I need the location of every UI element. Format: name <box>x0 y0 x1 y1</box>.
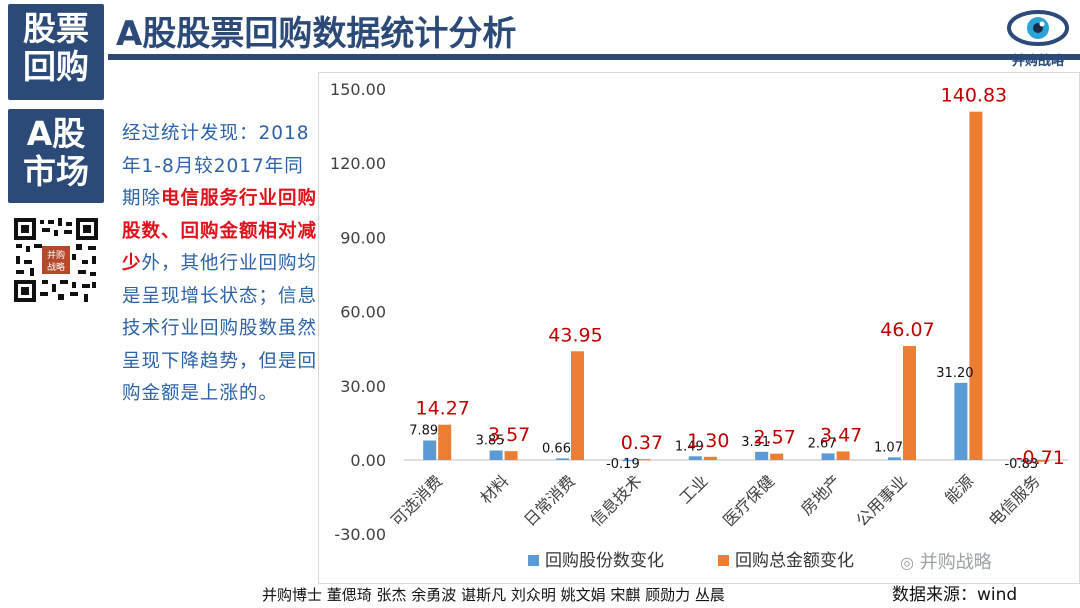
bar-amount <box>770 453 784 460</box>
bar-shares <box>888 457 901 460</box>
data-label-shares: 2.67 <box>808 436 837 451</box>
buyback-change-bar-chart: 150.00 120.00 90.00 60.00 30.00 0.00 -30.00 7.8… <box>330 80 1068 571</box>
data-label-shares: 7.89 <box>409 423 438 438</box>
category-label: 可选消费 <box>387 471 446 530</box>
bar-shares <box>423 440 437 460</box>
data-source: 数据来源：wind <box>892 585 1018 605</box>
bar-shares <box>556 458 569 460</box>
data-label-amount: 140.83 <box>941 85 1007 107</box>
data-label-shares: 31.20 <box>936 366 973 381</box>
data-label-shares: -0.83 <box>1004 457 1038 472</box>
category-label: 电信服务 <box>985 471 1044 530</box>
description-rest: 外，其他行业回购均是呈现增长状态；信息技术行业回购股数虽然呈现下降趋势，但是回购… <box>122 253 318 404</box>
bar-amount <box>703 456 717 460</box>
y-tick-label: 30.00 <box>340 377 386 396</box>
bar-shares <box>688 456 702 460</box>
data-label-shares: 1.49 <box>675 439 704 454</box>
data-label-shares: 3.85 <box>476 433 505 448</box>
bar-shares <box>954 382 968 460</box>
brand-logo: 并购战略 <box>1000 8 1076 70</box>
section-badge-a-share: A股 市场 <box>8 109 104 203</box>
data-label-shares: -0.19 <box>606 457 640 472</box>
description-intro: 经过统计发现：2018年1-8月较2017年同期除 <box>122 123 310 209</box>
bar-amount <box>836 451 850 460</box>
data-label-amount: 46.07 <box>880 319 934 341</box>
qr-code-icon: 并购 战略 <box>12 216 100 304</box>
bar-shares <box>622 460 636 462</box>
category-label: 房地产 <box>797 471 844 518</box>
bar-shares <box>755 451 769 460</box>
category-label: 能源 <box>941 471 977 507</box>
y-tick-label: 90.00 <box>340 228 386 247</box>
title-divider <box>108 54 1080 60</box>
data-label-amount: 43.95 <box>548 324 602 346</box>
legend-label-amount: 回购总金额变化 <box>735 551 854 571</box>
data-label-shares: 0.66 <box>542 441 571 456</box>
legend-swatch-amount <box>718 555 729 566</box>
y-tick-label: 120.00 <box>330 154 386 173</box>
category-label: 工业 <box>676 471 712 507</box>
watermark-text: 并购战略 <box>919 552 992 573</box>
category-label: 公用事业 <box>852 471 911 530</box>
bar-amount <box>438 424 452 460</box>
data-label-amount: 3.57 <box>488 424 530 446</box>
category-label: 信息技术 <box>587 471 646 530</box>
qr-stamp-text-1: 并购 <box>47 249 65 261</box>
data-label-amount: 14.27 <box>415 398 469 420</box>
logo-text: 并购战略 <box>1011 54 1064 69</box>
bar-amount <box>504 451 518 460</box>
bar-amount <box>571 351 584 460</box>
bar-amount <box>637 459 651 461</box>
legend-swatch-shares <box>528 555 539 566</box>
description-highlight: 电信服务行业回购股数、回购金额相对减少 <box>122 188 318 274</box>
bar-shares <box>821 453 835 460</box>
bar-amount <box>1035 460 1049 462</box>
bar-amount <box>969 111 983 460</box>
section-badge-buyback: 股票 回购 <box>8 4 104 100</box>
bar-amount <box>903 346 916 460</box>
y-tick-label: 150.00 <box>330 80 386 99</box>
bar-shares <box>1020 460 1034 463</box>
y-tick-label: -30.00 <box>334 525 386 544</box>
analysis-description: 经过统计发现：2018年1-8月较2017年同期除电信服务行业回购股数、回购金额… <box>122 118 322 411</box>
y-tick-label: 0.00 <box>350 451 386 470</box>
data-label-amount: 0.37 <box>621 432 663 454</box>
badge-buyback-text: 股票 回购 <box>23 9 89 86</box>
legend-label-shares: 回购股份数变化 <box>545 551 664 571</box>
y-tick-label: 60.00 <box>340 303 386 322</box>
category-label: 日常消费 <box>520 471 579 530</box>
authors-line: 并购博士 董偲琦 张杰 余勇波 谌斯凡 刘众明 姚文娟 宋麒 顾勋力 丛晨 <box>262 586 725 604</box>
category-label: 医疗保健 <box>719 471 778 530</box>
badge-a-share-text: A股 市场 <box>23 114 89 191</box>
bar-shares <box>489 450 503 460</box>
eye-icon <box>1007 10 1069 46</box>
data-label-shares: 3.31 <box>741 435 770 450</box>
data-label-amount: 2.57 <box>754 427 796 449</box>
wechat-icon: ◎ <box>900 553 914 572</box>
watermark: ◎ 并购战略 <box>900 548 992 574</box>
data-label-shares: 1.07 <box>874 440 903 455</box>
page-title: A股股票回购数据统计分析 <box>116 14 517 54</box>
data-label-amount: -0.71 <box>1016 447 1065 469</box>
data-label-amount: 3.47 <box>820 424 862 446</box>
qr-stamp-text-2: 战略 <box>47 261 65 273</box>
data-label-amount: 1.30 <box>687 430 729 452</box>
category-label: 材料 <box>476 471 512 507</box>
